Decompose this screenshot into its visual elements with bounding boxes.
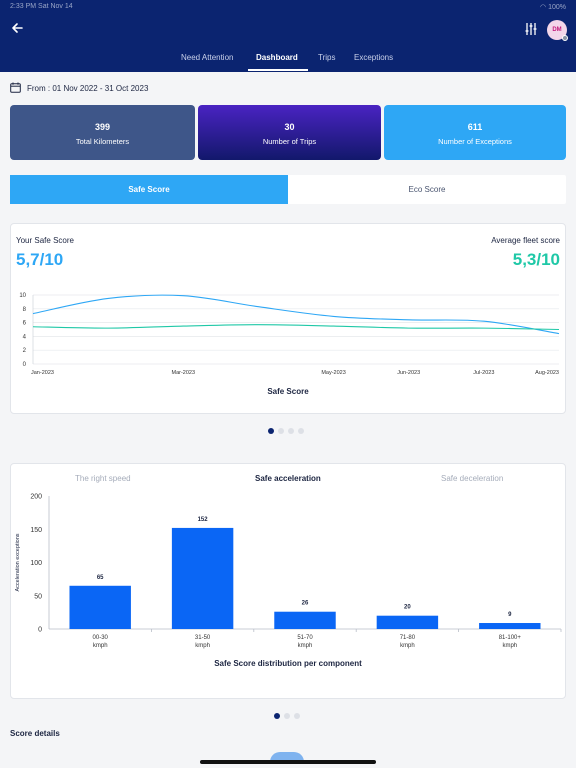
active-tab-indicator <box>248 69 308 71</box>
distribution-carousel-dots <box>274 713 300 719</box>
status-bar-right: ◠ 100% <box>540 3 566 11</box>
status-date: Sat Nov 14 <box>38 3 73 10</box>
tab-safe-acceleration[interactable]: Safe acceleration <box>255 474 321 483</box>
x-tick-label: Mar-2023 <box>172 370 196 376</box>
y-tick-label: 200 <box>30 494 42 501</box>
status-bar-left: 2:33 PM Sat Nov 14 <box>10 3 73 10</box>
x-tick-label: May-2023 <box>321 370 345 376</box>
carousel-dot-4[interactable] <box>298 428 304 434</box>
bar <box>171 527 234 629</box>
wifi-icon: ◠ <box>540 4 547 11</box>
eco-score-toggle[interactable]: Eco Score <box>408 185 446 194</box>
x-tick-label: Jul-2023 <box>473 370 494 376</box>
date-range-text: From : 01 Nov 2022 - 31 Oct 2023 <box>27 84 149 93</box>
app-header: 2:33 PM Sat Nov 14 ◠ 100% DM Need Attent… <box>0 0 576 72</box>
score-gauge <box>270 752 304 762</box>
y-tick-label: 100 <box>30 560 42 567</box>
bar-chart-title: Safe Score distribution per component <box>214 659 362 668</box>
number-of-exceptions-label: Number of Exceptions <box>438 137 512 146</box>
bar <box>274 611 336 629</box>
bar-value-label: 26 <box>302 601 309 607</box>
date-range[interactable]: From : 01 Nov 2022 - 31 Oct 2023 <box>10 82 148 95</box>
x-tick-unit: kmph <box>298 643 313 649</box>
safe-score-line-chart: 0 2 4 6 8 10 Jan-2023 Mar-2023 May-2023 Jun-2023 J… <box>19 293 560 376</box>
tab-trips[interactable]: Trips <box>318 53 336 62</box>
y-tick-label: 2 <box>23 348 27 354</box>
y-tick-label: 0 <box>38 627 42 634</box>
top-tab-bar: Need Attention Dashboard Trips Exception… <box>0 50 576 72</box>
x-tick-label: 31-50 <box>195 635 211 641</box>
x-tick-label: 71-80 <box>400 635 416 641</box>
x-tick-label: 51-70 <box>297 635 313 641</box>
back-arrow-icon[interactable] <box>8 20 26 38</box>
carousel-dot-2[interactable] <box>278 428 284 434</box>
carousel-dot-3[interactable] <box>288 428 294 434</box>
number-of-trips-value: 30 <box>284 122 295 132</box>
avatar-status-dot <box>562 35 568 41</box>
user-avatar[interactable]: DM <box>547 20 568 41</box>
safe-score-toggle[interactable]: Safe Score <box>10 175 288 204</box>
your-safe-score-label: Your Safe Score <box>16 236 74 245</box>
y-tick-label: 6 <box>23 321 27 327</box>
score-carousel-dots <box>268 428 304 434</box>
bar-value-label: 152 <box>198 517 209 523</box>
y-tick-label: 10 <box>19 293 26 299</box>
bar <box>479 623 541 629</box>
total-kilometers-card[interactable]: 399 Total Kilometers <box>10 105 195 160</box>
home-indicator <box>200 760 376 764</box>
x-tick-unit: kmph <box>400 643 415 649</box>
calendar-icon <box>10 82 21 95</box>
x-tick-label: Aug-2023 <box>535 370 559 376</box>
y-tick-label: 0 <box>23 362 27 368</box>
filter-sliders-icon[interactable] <box>524 21 538 37</box>
number-of-exceptions-value: 611 <box>467 122 483 132</box>
x-tick-unit: kmph <box>93 643 108 649</box>
number-of-trips-label: Number of Trips <box>262 137 317 146</box>
x-tick-unit: kmph <box>502 643 517 649</box>
x-tick-label: 81-100+ <box>499 635 522 641</box>
fleet-score-line <box>32 324 560 331</box>
bar-value-label: 9 <box>508 612 512 618</box>
fleet-score-label: Average fleet score <box>491 236 560 245</box>
total-kilometers-value: 399 <box>94 122 111 132</box>
y-tick-label: 150 <box>30 527 42 534</box>
bar <box>376 615 439 629</box>
y-tick-label: 50 <box>34 593 42 600</box>
score-type-toggle: Safe Score Eco Score <box>10 175 566 204</box>
carousel-dot-3[interactable] <box>294 713 300 719</box>
bar-value-label: 20 <box>404 605 411 611</box>
your-score-line <box>32 294 560 335</box>
y-axis-label: Acceleration exceptions <box>15 533 21 591</box>
x-tick-label: 00-30 <box>93 635 109 641</box>
avatar-initials: DM <box>552 27 562 33</box>
x-tick-unit: kmph <box>195 643 210 649</box>
number-of-trips-card[interactable]: 30 Number of Trips <box>198 105 381 160</box>
x-tick-label: Jun-2023 <box>397 370 420 376</box>
bar-value-label: 65 <box>97 575 104 581</box>
score-details-heading: Score details <box>10 729 60 738</box>
carousel-dot-1[interactable] <box>274 713 280 719</box>
carousel-dot-1[interactable] <box>268 428 274 434</box>
your-safe-score-value: 5,7/10 <box>16 250 64 269</box>
tab-right-speed[interactable]: The right speed <box>75 474 131 483</box>
distribution-panel: The right speed Safe acceleration Safe d… <box>10 463 566 699</box>
carousel-dot-2[interactable] <box>284 713 290 719</box>
status-time: 2:33 PM <box>10 3 37 10</box>
battery-level: 100% <box>548 4 566 11</box>
x-tick-label: Jan-2023 <box>31 370 54 376</box>
tab-dashboard[interactable]: Dashboard <box>256 53 298 62</box>
acceleration-bar-chart: 0 50 100 150 200 Acceleration exceptions 65 00-… <box>15 494 562 649</box>
line-chart-title: Safe Score <box>267 387 309 396</box>
tab-exceptions[interactable]: Exceptions <box>354 53 394 62</box>
safe-score-panel: Your Safe Score 5,7/10 Average fleet sco… <box>10 223 566 414</box>
tab-need-attention[interactable]: Need Attention <box>181 53 234 62</box>
number-of-exceptions-card[interactable]: 611 Number of Exceptions <box>384 105 566 160</box>
y-tick-label: 8 <box>23 307 27 313</box>
y-tick-label: 4 <box>23 334 27 340</box>
tab-safe-deceleration[interactable]: Safe deceleration <box>441 474 504 483</box>
total-kilometers-label: Total Kilometers <box>75 137 130 146</box>
bar <box>69 585 131 629</box>
fleet-score-value: 5,3/10 <box>512 250 560 269</box>
